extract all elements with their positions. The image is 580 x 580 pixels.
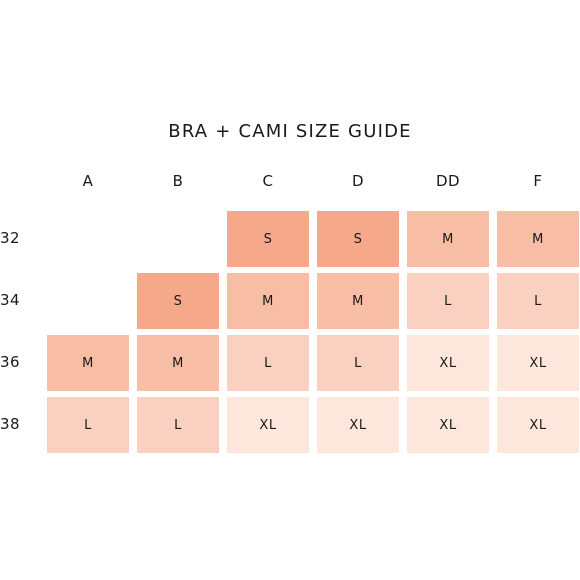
column-header-b: B (172, 172, 184, 190)
size-cell-36-dd: XL (407, 335, 489, 391)
size-cell-36-f: XL (497, 335, 579, 391)
row-header-36: 36 (0, 353, 21, 371)
column-header-d: D (351, 172, 365, 190)
row-header-32: 32 (0, 229, 21, 247)
size-cell-34-dd: L (407, 273, 489, 329)
size-cell-36-d: L (317, 335, 399, 391)
size-cell-32-dd: M (407, 211, 489, 267)
row-header-38: 38 (0, 415, 21, 433)
row-header-34: 34 (0, 291, 21, 309)
size-cell-38-d: XL (317, 397, 399, 453)
size-cell-32-c: S (227, 211, 309, 267)
size-cell-38-dd: XL (407, 397, 489, 453)
size-cell-34-b: S (137, 273, 219, 329)
size-cell-34-c: M (227, 273, 309, 329)
size-cell-36-c: L (227, 335, 309, 391)
size-cell-36-a: M (47, 335, 129, 391)
size-cell-34-f: L (497, 273, 579, 329)
size-cell-38-c: XL (227, 397, 309, 453)
size-cell-36-b: M (137, 335, 219, 391)
size-cell-32-f: M (497, 211, 579, 267)
size-cell-38-f: XL (497, 397, 579, 453)
size-cell-38-b: L (137, 397, 219, 453)
column-header-c: C (262, 172, 274, 190)
size-cell-38-a: L (47, 397, 129, 453)
chart-title: BRA + CAMI SIZE GUIDE (168, 121, 412, 142)
column-header-f: F (533, 172, 543, 190)
size-cell-34-d: M (317, 273, 399, 329)
column-header-dd: DD (435, 172, 461, 190)
column-header-a: A (82, 172, 94, 190)
size-cell-32-d: S (317, 211, 399, 267)
